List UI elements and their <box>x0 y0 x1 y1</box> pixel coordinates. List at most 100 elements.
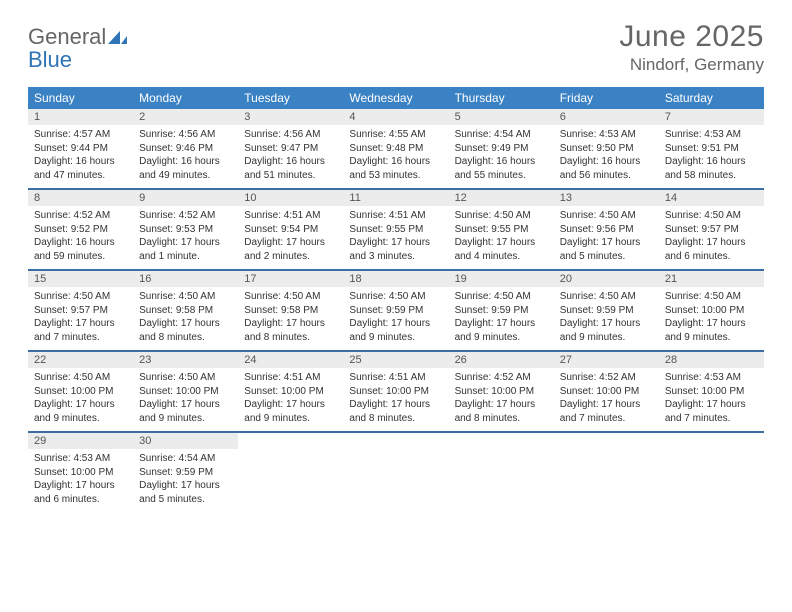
daylight-text: Daylight: 16 hours and 47 minutes. <box>34 155 127 182</box>
day-body: Sunrise: 4:53 AMSunset: 10:00 PMDaylight… <box>659 368 764 431</box>
week-row: 1Sunrise: 4:57 AMSunset: 9:44 PMDaylight… <box>28 109 764 190</box>
sunrise-text: Sunrise: 4:51 AM <box>244 209 337 223</box>
sunrise-text: Sunrise: 4:52 AM <box>34 209 127 223</box>
day-cell: 14Sunrise: 4:50 AMSunset: 9:57 PMDayligh… <box>659 190 764 269</box>
day-number: 9 <box>133 190 238 206</box>
day-cell: 6Sunrise: 4:53 AMSunset: 9:50 PMDaylight… <box>554 109 659 188</box>
sunrise-text: Sunrise: 4:53 AM <box>665 371 758 385</box>
day-number: 23 <box>133 352 238 368</box>
daylight-text: Daylight: 17 hours and 9 minutes. <box>665 317 758 344</box>
daylight-text: Daylight: 16 hours and 55 minutes. <box>455 155 548 182</box>
day-body: Sunrise: 4:50 AMSunset: 9:59 PMDaylight:… <box>449 287 554 350</box>
sunrise-text: Sunrise: 4:52 AM <box>139 209 232 223</box>
day-number: 6 <box>554 109 659 125</box>
day-cell: 29Sunrise: 4:53 AMSunset: 10:00 PMDaylig… <box>28 433 133 512</box>
daylight-text: Daylight: 17 hours and 9 minutes. <box>349 317 442 344</box>
sunrise-text: Sunrise: 4:50 AM <box>349 290 442 304</box>
brand-blue: Blue <box>28 47 72 72</box>
day-cell: 28Sunrise: 4:53 AMSunset: 10:00 PMDaylig… <box>659 352 764 431</box>
sunset-text: Sunset: 9:57 PM <box>34 304 127 318</box>
sunset-text: Sunset: 9:44 PM <box>34 142 127 156</box>
day-number: 20 <box>554 271 659 287</box>
day-cell: 1Sunrise: 4:57 AMSunset: 9:44 PMDaylight… <box>28 109 133 188</box>
day-body: Sunrise: 4:57 AMSunset: 9:44 PMDaylight:… <box>28 125 133 188</box>
day-body: Sunrise: 4:50 AMSunset: 9:59 PMDaylight:… <box>343 287 448 350</box>
day-cell: 20Sunrise: 4:50 AMSunset: 9:59 PMDayligh… <box>554 271 659 350</box>
sunrise-text: Sunrise: 4:53 AM <box>560 128 653 142</box>
sunset-text: Sunset: 9:49 PM <box>455 142 548 156</box>
day-cell: 16Sunrise: 4:50 AMSunset: 9:58 PMDayligh… <box>133 271 238 350</box>
daylight-text: Daylight: 17 hours and 8 minutes. <box>455 398 548 425</box>
daylight-text: Daylight: 16 hours and 53 minutes. <box>349 155 442 182</box>
daylight-text: Daylight: 16 hours and 51 minutes. <box>244 155 337 182</box>
sunset-text: Sunset: 9:55 PM <box>349 223 442 237</box>
day-cell: 21Sunrise: 4:50 AMSunset: 10:00 PMDaylig… <box>659 271 764 350</box>
calendar: SundayMondayTuesdayWednesdayThursdayFrid… <box>28 87 764 512</box>
sunset-text: Sunset: 9:59 PM <box>560 304 653 318</box>
month-title: June 2025 <box>619 20 764 54</box>
weekday-thursday: Thursday <box>449 87 554 109</box>
day-number: 30 <box>133 433 238 449</box>
day-body: Sunrise: 4:56 AMSunset: 9:47 PMDaylight:… <box>238 125 343 188</box>
day-cell: 4Sunrise: 4:55 AMSunset: 9:48 PMDaylight… <box>343 109 448 188</box>
empty-cell <box>659 433 764 512</box>
sunrise-text: Sunrise: 4:57 AM <box>34 128 127 142</box>
sunset-text: Sunset: 9:51 PM <box>665 142 758 156</box>
day-cell: 13Sunrise: 4:50 AMSunset: 9:56 PMDayligh… <box>554 190 659 269</box>
day-number: 28 <box>659 352 764 368</box>
sunrise-text: Sunrise: 4:50 AM <box>665 209 758 223</box>
day-body: Sunrise: 4:51 AMSunset: 9:54 PMDaylight:… <box>238 206 343 269</box>
weekday-saturday: Saturday <box>659 87 764 109</box>
day-cell: 24Sunrise: 4:51 AMSunset: 10:00 PMDaylig… <box>238 352 343 431</box>
sunset-text: Sunset: 9:54 PM <box>244 223 337 237</box>
sunset-text: Sunset: 10:00 PM <box>244 385 337 399</box>
day-body: Sunrise: 4:50 AMSunset: 10:00 PMDaylight… <box>659 287 764 350</box>
sunset-text: Sunset: 9:46 PM <box>139 142 232 156</box>
sunset-text: Sunset: 9:59 PM <box>139 466 232 480</box>
day-cell: 22Sunrise: 4:50 AMSunset: 10:00 PMDaylig… <box>28 352 133 431</box>
sail-icon <box>108 27 128 49</box>
sunset-text: Sunset: 10:00 PM <box>665 304 758 318</box>
sunrise-text: Sunrise: 4:50 AM <box>34 290 127 304</box>
day-cell: 23Sunrise: 4:50 AMSunset: 10:00 PMDaylig… <box>133 352 238 431</box>
day-number: 17 <box>238 271 343 287</box>
empty-cell <box>343 433 448 512</box>
brand-logo: GeneralBlue <box>28 20 128 71</box>
title-block: June 2025 Nindorf, Germany <box>619 20 764 75</box>
day-body: Sunrise: 4:50 AMSunset: 9:57 PMDaylight:… <box>659 206 764 269</box>
weekday-friday: Friday <box>554 87 659 109</box>
day-cell: 18Sunrise: 4:50 AMSunset: 9:59 PMDayligh… <box>343 271 448 350</box>
sunset-text: Sunset: 9:55 PM <box>455 223 548 237</box>
day-body: Sunrise: 4:53 AMSunset: 9:51 PMDaylight:… <box>659 125 764 188</box>
day-cell: 27Sunrise: 4:52 AMSunset: 10:00 PMDaylig… <box>554 352 659 431</box>
weekday-sunday: Sunday <box>28 87 133 109</box>
day-body: Sunrise: 4:54 AMSunset: 9:49 PMDaylight:… <box>449 125 554 188</box>
day-number: 1 <box>28 109 133 125</box>
day-number: 19 <box>449 271 554 287</box>
day-body: Sunrise: 4:50 AMSunset: 10:00 PMDaylight… <box>28 368 133 431</box>
day-cell: 12Sunrise: 4:50 AMSunset: 9:55 PMDayligh… <box>449 190 554 269</box>
sunset-text: Sunset: 9:57 PM <box>665 223 758 237</box>
day-number: 8 <box>28 190 133 206</box>
day-cell: 11Sunrise: 4:51 AMSunset: 9:55 PMDayligh… <box>343 190 448 269</box>
sunrise-text: Sunrise: 4:50 AM <box>560 209 653 223</box>
day-number: 21 <box>659 271 764 287</box>
sunrise-text: Sunrise: 4:50 AM <box>560 290 653 304</box>
sunrise-text: Sunrise: 4:51 AM <box>349 209 442 223</box>
sunrise-text: Sunrise: 4:51 AM <box>244 371 337 385</box>
sunrise-text: Sunrise: 4:51 AM <box>349 371 442 385</box>
day-body: Sunrise: 4:50 AMSunset: 9:58 PMDaylight:… <box>238 287 343 350</box>
daylight-text: Daylight: 17 hours and 8 minutes. <box>139 317 232 344</box>
day-cell: 9Sunrise: 4:52 AMSunset: 9:53 PMDaylight… <box>133 190 238 269</box>
weekday-header-row: SundayMondayTuesdayWednesdayThursdayFrid… <box>28 87 764 109</box>
day-number: 4 <box>343 109 448 125</box>
daylight-text: Daylight: 17 hours and 1 minute. <box>139 236 232 263</box>
day-body: Sunrise: 4:52 AMSunset: 9:53 PMDaylight:… <box>133 206 238 269</box>
daylight-text: Daylight: 16 hours and 49 minutes. <box>139 155 232 182</box>
day-cell: 30Sunrise: 4:54 AMSunset: 9:59 PMDayligh… <box>133 433 238 512</box>
day-number: 11 <box>343 190 448 206</box>
day-body: Sunrise: 4:51 AMSunset: 10:00 PMDaylight… <box>238 368 343 431</box>
day-cell: 10Sunrise: 4:51 AMSunset: 9:54 PMDayligh… <box>238 190 343 269</box>
day-cell: 26Sunrise: 4:52 AMSunset: 10:00 PMDaylig… <box>449 352 554 431</box>
day-number: 27 <box>554 352 659 368</box>
